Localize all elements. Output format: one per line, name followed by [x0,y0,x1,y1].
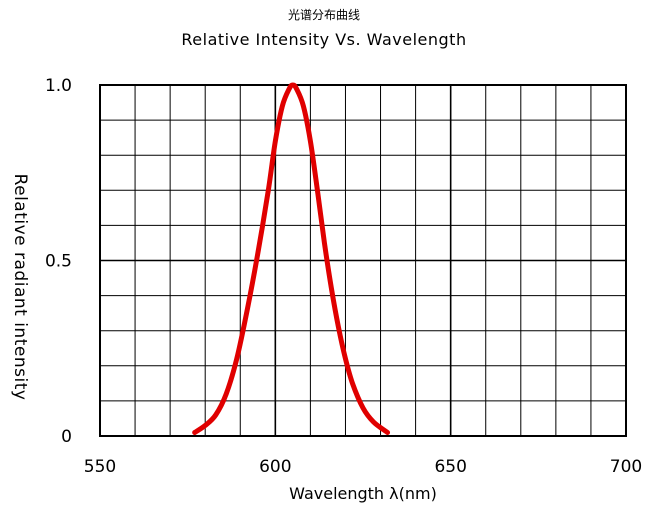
tick-labels: 550 600 650 700 0 0.5 1.0 [45,76,642,477]
y-tick-label: 0.5 [45,252,72,272]
y-tick-label: 1.0 [45,76,72,96]
intensity-curve [192,82,391,435]
x-tick-label: 700 [610,457,642,477]
x-tick-label: 550 [84,457,116,477]
x-tick-label: 600 [259,457,291,477]
plot-border [99,84,627,437]
plot-frame [99,84,627,437]
x-tick-label: 650 [434,457,466,477]
chart-title-chinese: 光谱分布曲线 [287,8,360,22]
y-axis-label: Relative radiant intensity [10,173,30,401]
chart-grid [100,85,626,436]
y-tick-label: 0 [61,427,72,447]
x-axis-label: Wavelength λ(nm) [289,484,437,503]
chart-title: Relative Intensity Vs. Wavelength [181,30,467,49]
